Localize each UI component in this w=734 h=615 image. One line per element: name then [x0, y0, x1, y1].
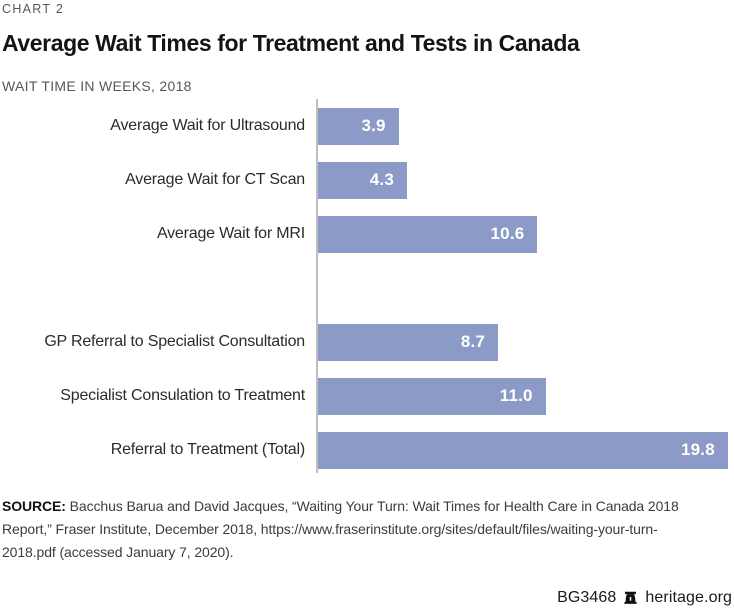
- bar-track: 11.0: [318, 377, 732, 415]
- liberty-bell-icon: [623, 591, 638, 606]
- bar: 10.6: [318, 215, 538, 253]
- bar-value-label: 3.9: [361, 116, 386, 135]
- source-note: SOURCE: Bacchus Barua and David Jacques,…: [2, 495, 702, 564]
- bar: 4.3: [318, 161, 407, 199]
- footer: BG3468 heritage.org: [557, 589, 732, 607]
- bar-value-label: 8.7: [460, 332, 486, 351]
- category-label: Average Wait for MRI: [156, 225, 305, 242]
- category-label: GP Referral to Specialist Consultation: [44, 333, 305, 350]
- bar: 11.0: [318, 377, 546, 415]
- bar-track: 4.3: [318, 161, 732, 199]
- category-label: Average Wait for Ultrasound: [110, 117, 305, 134]
- bar-value-label: 4.3: [369, 170, 394, 189]
- source-text: Bacchus Barua and David Jacques, “Waitin…: [2, 498, 679, 560]
- report-id: BG3468: [557, 589, 617, 606]
- chart-rows: Average Wait for Ultrasound 3.9 Average Wa…: [2, 99, 732, 477]
- bar-track: 8.7: [318, 323, 732, 361]
- bar-chart: Average Wait for Ultrasound 3.9 Average Wa…: [2, 99, 732, 477]
- bar: 3.9: [318, 107, 399, 145]
- chart-number: CHART 2: [2, 2, 65, 16]
- y-axis-line: [316, 99, 318, 473]
- bar-value-label: 10.6: [490, 224, 525, 243]
- chart-row: Average Wait for MRI 10.6: [2, 207, 732, 261]
- chart-row-spacer: [2, 261, 732, 315]
- category-label: Average Wait for CT Scan: [125, 171, 305, 188]
- bar-value-label: 11.0: [499, 386, 533, 405]
- bar-track: 19.8: [318, 431, 732, 469]
- bar: 8.7: [318, 323, 499, 361]
- bar: 19.8: [318, 431, 728, 469]
- chart-row: Specialist Consulation to Treatment 11.0: [2, 369, 732, 423]
- chart-subtitle: WAIT TIME IN WEEKS, 2018: [2, 78, 192, 94]
- chart-row: Referral to Treatment (Total) 19.8: [2, 423, 732, 477]
- bar-track: 10.6: [318, 215, 732, 253]
- chart-row: Average Wait for Ultrasound 3.9: [2, 99, 732, 153]
- source-label: SOURCE:: [2, 498, 66, 514]
- category-label: Referral to Treatment (Total): [110, 441, 305, 458]
- footer-site: heritage.org: [645, 589, 732, 606]
- chart-row: Average Wait for CT Scan 4.3: [2, 153, 732, 207]
- category-label: Specialist Consulation to Treatment: [60, 387, 305, 404]
- page-title: Average Wait Times for Treatment and Tes…: [2, 30, 580, 56]
- bar-track: 3.9: [318, 107, 732, 145]
- chart-row: GP Referral to Specialist Consultation 8.…: [2, 315, 732, 369]
- bar-value-label: 19.8: [680, 440, 715, 459]
